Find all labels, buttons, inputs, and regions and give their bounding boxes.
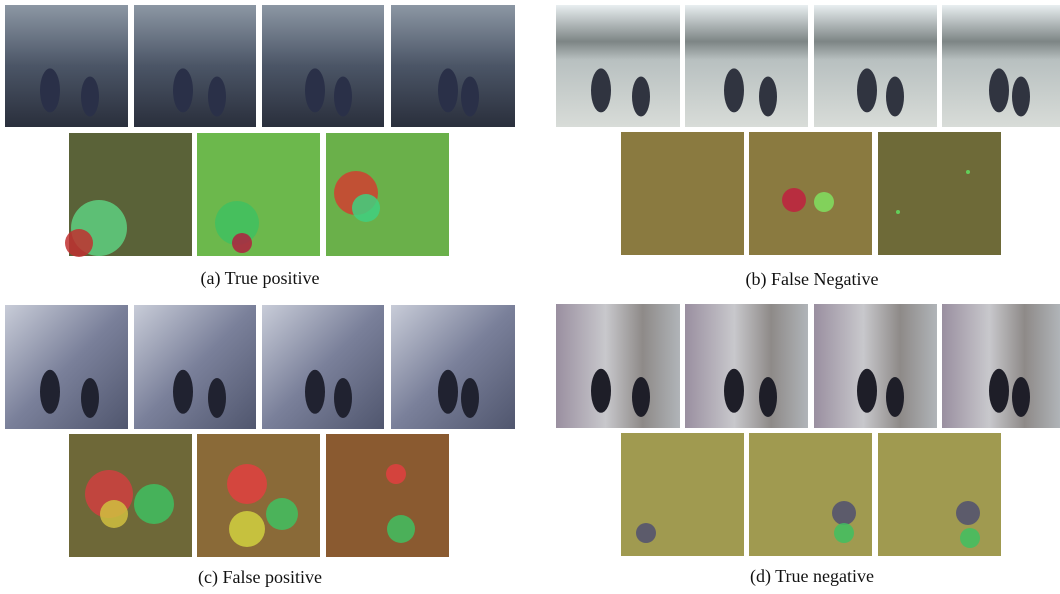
flow-blob	[65, 229, 93, 257]
person	[305, 370, 325, 414]
caption: (b) False Negative	[746, 269, 879, 290]
flow-blob	[834, 523, 854, 543]
optical-flow	[878, 433, 1001, 556]
person	[438, 370, 458, 414]
flow-blob	[966, 170, 970, 174]
person	[632, 377, 650, 417]
flow-blob	[229, 511, 265, 547]
person	[759, 377, 777, 417]
person	[461, 77, 479, 117]
person	[1012, 77, 1030, 117]
page: {"panels": [ {"caption": "(a) True posit…	[0, 0, 1060, 594]
flow-blob	[134, 484, 174, 524]
optical-flow	[749, 132, 872, 255]
person	[591, 369, 611, 413]
flow-blob	[232, 233, 252, 253]
optical-flow	[878, 132, 1001, 255]
caption: (d) True negative	[750, 566, 874, 587]
person	[334, 77, 352, 117]
person	[81, 378, 99, 418]
optical-flow	[749, 433, 872, 556]
person	[173, 370, 193, 414]
flow-blob	[266, 498, 298, 530]
person	[1012, 377, 1030, 417]
caption: (a) True positive	[201, 268, 320, 289]
video-frame	[556, 304, 680, 428]
person	[461, 378, 479, 418]
flow-blob	[387, 515, 415, 543]
person	[724, 68, 744, 112]
person	[334, 378, 352, 418]
flow-blob	[832, 501, 856, 525]
person	[591, 68, 611, 112]
optical-flow	[326, 434, 449, 557]
optical-flow	[197, 133, 320, 256]
flow-blob	[352, 194, 380, 222]
flow-blob	[956, 501, 980, 525]
person	[759, 77, 777, 117]
person	[40, 68, 60, 112]
person	[857, 369, 877, 413]
video-frame	[5, 5, 128, 127]
video-frame	[556, 5, 680, 127]
person	[208, 77, 226, 117]
video-frame	[5, 305, 128, 429]
person	[438, 68, 458, 112]
person	[81, 77, 99, 117]
flow-blob	[100, 500, 128, 528]
person	[305, 68, 325, 112]
flow-blob	[814, 192, 834, 212]
person	[173, 68, 193, 112]
video-frame	[685, 5, 808, 127]
optical-flow	[621, 132, 744, 255]
video-frame	[262, 305, 384, 429]
flow-blob	[386, 464, 406, 484]
person	[989, 369, 1009, 413]
person	[632, 77, 650, 117]
video-frame	[814, 5, 937, 127]
flow-blob	[960, 528, 980, 548]
flow-blob	[782, 188, 806, 212]
figure: (a) True positive (b) False Negative (c)…	[0, 0, 1060, 594]
caption: (c) False positive	[198, 567, 322, 588]
person	[886, 377, 904, 417]
video-frame	[685, 304, 808, 428]
flow-blob	[227, 464, 267, 504]
flow-blob	[636, 523, 656, 543]
video-frame	[134, 5, 256, 127]
video-frame	[814, 304, 937, 428]
person	[40, 370, 60, 414]
person	[208, 378, 226, 418]
person	[857, 68, 877, 112]
video-frame	[134, 305, 256, 429]
video-frame	[262, 5, 384, 127]
flow-blob	[896, 210, 900, 214]
person	[886, 77, 904, 117]
person	[989, 68, 1009, 112]
person	[724, 369, 744, 413]
